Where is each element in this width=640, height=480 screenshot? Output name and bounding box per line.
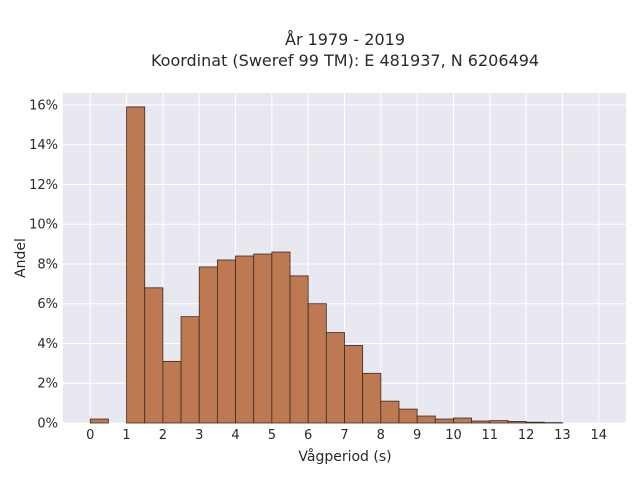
x-tick-label: 5 (268, 428, 276, 443)
x-tick-label: 8 (377, 428, 385, 443)
histogram-bar (344, 345, 364, 424)
x-tick-label: 11 (482, 428, 499, 443)
x-tick-label: 0 (86, 428, 94, 443)
histogram-bar (525, 421, 545, 424)
x-tick-label: 9 (413, 428, 421, 443)
histogram-bar (471, 420, 491, 424)
y-axis-label: Andel (13, 238, 29, 278)
histogram-bar (434, 418, 454, 424)
bars (89, 106, 563, 424)
x-tick-label: 2 (159, 428, 167, 443)
histogram-bar (453, 417, 473, 424)
histogram-bar (198, 266, 218, 424)
x-tick-label: 10 (445, 428, 462, 443)
histogram-bar (325, 332, 345, 424)
x-tick-label: 4 (231, 428, 239, 443)
y-tick-label: 8% (37, 257, 58, 272)
histogram-bar (307, 303, 327, 424)
y-tick-label: 4% (37, 337, 58, 352)
histogram-bar (253, 253, 273, 424)
y-tick-label: 12% (29, 178, 58, 193)
y-tick-label: 6% (37, 297, 58, 312)
histogram-bar (416, 415, 436, 424)
histogram-bar (126, 106, 146, 424)
chart-title-line1: År 1979 - 2019 (285, 30, 405, 49)
y-tick-label: 14% (29, 138, 58, 153)
grid-lines (63, 93, 626, 424)
histogram-bar (507, 421, 527, 424)
chart-title-line2: Koordinat (Sweref 99 TM): E 481937, N 62… (151, 51, 539, 70)
histogram-bar (380, 400, 400, 424)
x-tick-label: 7 (340, 428, 348, 443)
x-tick-label: 6 (304, 428, 312, 443)
histogram-bar (144, 287, 164, 424)
x-tick-label: 13 (554, 428, 571, 443)
x-tick-label: 1 (122, 428, 130, 443)
y-tick-label: 10% (29, 218, 58, 233)
histogram-bar (489, 420, 509, 424)
axis-ticks: 0 1 2 3 4 5 6 7 8 9 10 11 12 13 140%2%4%6%8%10%12%14%1… (29, 98, 607, 443)
histogram-bar (271, 251, 291, 424)
histogram-bar (289, 275, 309, 424)
histogram-bar (235, 255, 255, 424)
x-axis-label: Vågperiod (s) (298, 448, 391, 465)
y-tick-label: 2% (37, 377, 58, 392)
histogram-bar (180, 316, 200, 424)
histogram-bar (216, 259, 236, 424)
x-tick-label: 14 (590, 428, 607, 443)
x-tick-label: 12 (518, 428, 535, 443)
x-tick-label: 3 (195, 428, 203, 443)
histogram-bar (89, 418, 109, 424)
y-tick-label: 0% (37, 417, 58, 432)
histogram-bar (162, 360, 182, 424)
histogram-bar (398, 408, 418, 424)
y-tick-label: 16% (29, 98, 58, 113)
histogram-bar (362, 372, 382, 424)
